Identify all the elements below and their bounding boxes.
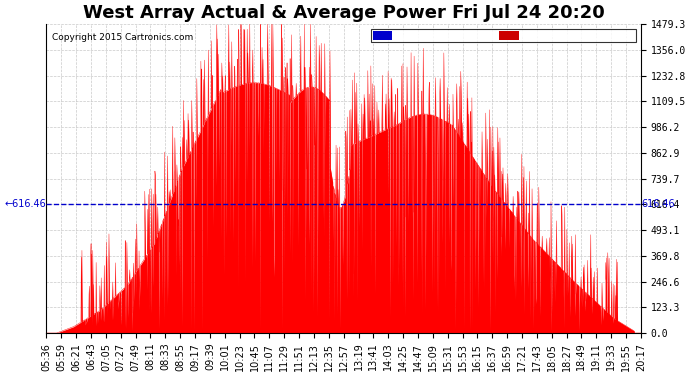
Text: ←616.46: ←616.46 <box>4 200 46 209</box>
Text: 616.46: 616.46 <box>642 200 675 209</box>
Legend: Average  (DC Watts), West Array  (DC Watts): Average (DC Watts), West Array (DC Watts… <box>371 28 636 42</box>
Title: West Array Actual & Average Power Fri Jul 24 20:20: West Array Actual & Average Power Fri Ju… <box>83 4 604 22</box>
Text: Copyright 2015 Cartronics.com: Copyright 2015 Cartronics.com <box>52 33 194 42</box>
